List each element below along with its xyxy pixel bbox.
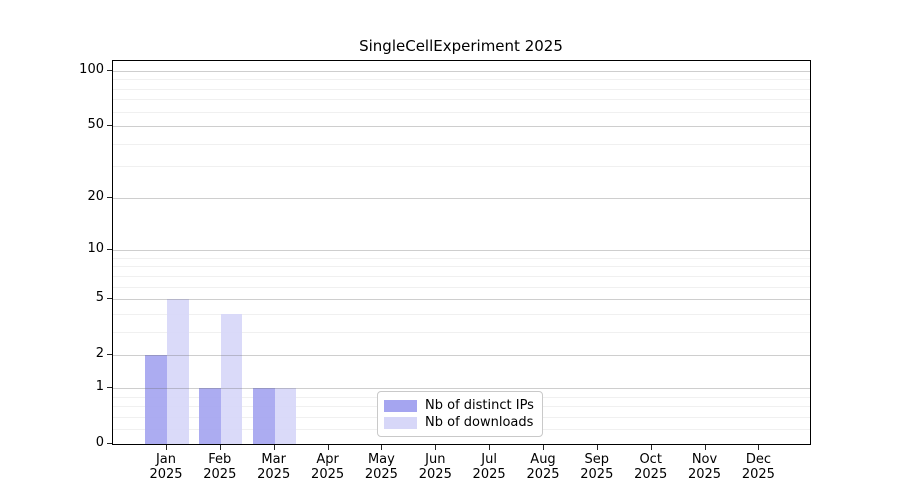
bar-mar-distinct-ips <box>253 387 275 444</box>
bar-jan-distinct-ips <box>145 355 167 444</box>
x-tick-mark <box>219 445 221 450</box>
x-tick-label-may: May 2025 <box>364 452 398 482</box>
x-tick-label-jun: Jun 2025 <box>418 452 452 482</box>
minor-gridline <box>113 166 810 168</box>
major-gridline <box>113 299 810 301</box>
minor-gridline <box>113 275 810 277</box>
minor-gridline <box>113 286 810 288</box>
x-tick-mark <box>381 445 383 450</box>
minor-gridline <box>113 99 810 101</box>
y-tick-mark <box>107 125 112 127</box>
x-tick-label-nov: Nov 2025 <box>687 452 722 482</box>
y-tick-mark <box>107 69 112 71</box>
x-tick-label-sep: Sep 2025 <box>580 452 614 482</box>
x-tick-mark <box>489 445 491 450</box>
y-tick-label: 2 <box>95 346 104 362</box>
minor-gridline <box>113 266 810 268</box>
x-tick-label-apr: Apr 2025 <box>311 452 345 482</box>
minor-gridline <box>113 143 810 145</box>
bar-feb-distinct-ips <box>199 387 221 444</box>
x-tick-label-oct: Oct 2025 <box>634 452 668 482</box>
major-gridline <box>113 197 810 199</box>
y-tick-label: 1 <box>95 378 104 394</box>
x-tick-label-feb: Feb 2025 <box>203 452 237 482</box>
x-tick-mark <box>758 445 760 450</box>
y-tick-label: 0 <box>95 435 104 450</box>
legend-label-distinct-ips: Nb of distinct IPs <box>425 398 534 413</box>
minor-gridline <box>113 313 810 315</box>
bar-jan-downloads <box>167 299 189 444</box>
y-tick-mark <box>107 298 112 300</box>
x-tick-label-mar: Mar 2025 <box>257 452 291 482</box>
major-gridline <box>113 70 810 72</box>
minor-gridline <box>113 79 810 81</box>
y-tick-label: 10 <box>87 241 104 257</box>
legend-swatch-distinct-ips <box>384 399 417 412</box>
x-tick-label-jan: Jan 2025 <box>149 452 183 482</box>
legend-label-downloads: Nb of downloads <box>425 415 534 430</box>
y-tick-label: 5 <box>95 290 104 306</box>
y-tick-label: 100 <box>79 61 104 77</box>
x-tick-mark <box>543 445 544 450</box>
x-tick-mark <box>435 445 437 450</box>
major-gridline <box>113 250 810 252</box>
y-tick-mark <box>107 249 112 251</box>
x-tick-label-jul: Jul 2025 <box>472 452 506 482</box>
legend-entry-downloads: Nb of downloads <box>384 415 534 430</box>
x-tick-label-dec: Dec 2025 <box>741 452 775 482</box>
minor-gridline <box>113 331 810 333</box>
y-tick-label: 50 <box>87 117 104 133</box>
major-gridline <box>113 355 810 357</box>
x-tick-mark <box>166 445 167 450</box>
y-tick-mark <box>107 443 112 444</box>
major-gridline <box>113 126 810 128</box>
x-tick-mark <box>273 445 275 450</box>
x-tick-mark <box>650 445 652 450</box>
legend-entry-distinct-ips: Nb of distinct IPs <box>384 398 534 413</box>
chart-title: SingleCellExperiment 2025 <box>359 37 563 55</box>
legend: Nb of distinct IPs Nb of downloads <box>377 391 543 437</box>
minor-gridline <box>113 88 810 90</box>
y-tick-mark <box>107 354 112 356</box>
bar-mar-downloads <box>274 387 297 444</box>
plot-area <box>112 60 811 445</box>
x-tick-mark <box>327 445 329 450</box>
x-tick-mark <box>596 445 598 450</box>
minor-gridline <box>113 111 810 113</box>
y-tick-label: 20 <box>87 188 104 204</box>
y-tick-mark <box>107 196 112 198</box>
x-tick-mark <box>704 445 706 450</box>
minor-gridline <box>113 257 810 259</box>
legend-swatch-downloads <box>384 416 417 429</box>
bar-feb-downloads <box>220 313 243 444</box>
y-tick-mark <box>107 386 112 388</box>
x-tick-label-aug: Aug 2025 <box>526 452 560 482</box>
